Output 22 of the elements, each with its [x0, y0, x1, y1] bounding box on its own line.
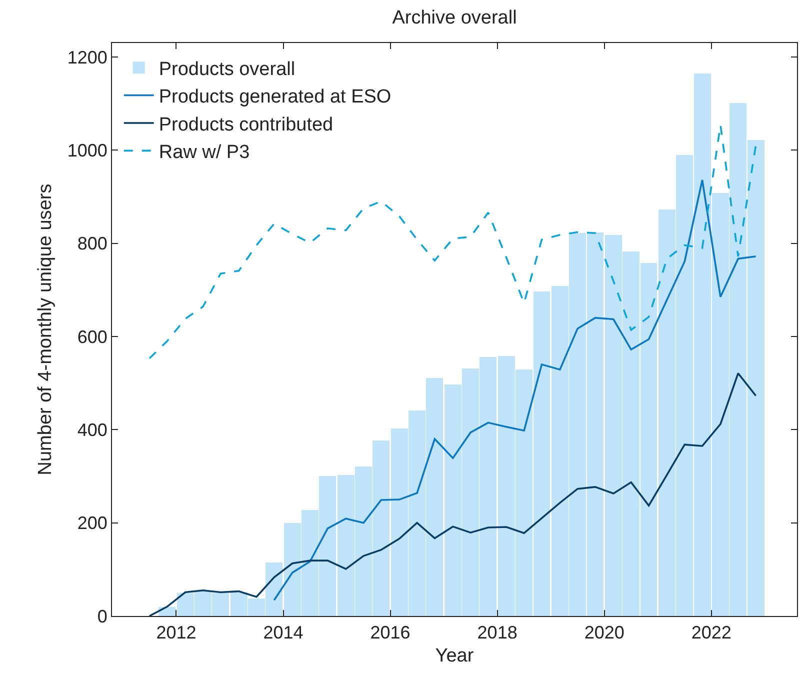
- chart-title: Archive overall: [392, 7, 517, 28]
- x-tick-label: 2020: [584, 622, 624, 643]
- line-series: [273, 179, 757, 602]
- y-axis-title: Number of 4-monthly unique users: [35, 184, 56, 476]
- x-tick-label: 2012: [156, 622, 196, 643]
- x-tick-label: 2016: [370, 622, 410, 643]
- y-tick-label: 400: [77, 420, 108, 440]
- legend-label: Products generated at ESO: [158, 86, 392, 108]
- y-tick-label: 1200: [67, 47, 108, 68]
- y-tick-label: 600: [77, 326, 108, 347]
- y-tick-label: 200: [77, 513, 108, 534]
- x-tick-label: 2022: [691, 622, 732, 643]
- legend-label: Raw w/ P3: [158, 142, 250, 164]
- x-tick-label: 2018: [477, 622, 518, 643]
- x-tick-label: 2014: [263, 622, 304, 643]
- x-axis-title: Year: [435, 645, 474, 666]
- y-tick-label: 800: [77, 234, 108, 254]
- legend-label: Products overall: [158, 58, 296, 80]
- line-series: [148, 372, 757, 616]
- y-tick-label: 1000: [67, 140, 108, 160]
- y-tick-label: 0: [97, 606, 108, 626]
- legend-label: Products contributed: [158, 114, 334, 136]
